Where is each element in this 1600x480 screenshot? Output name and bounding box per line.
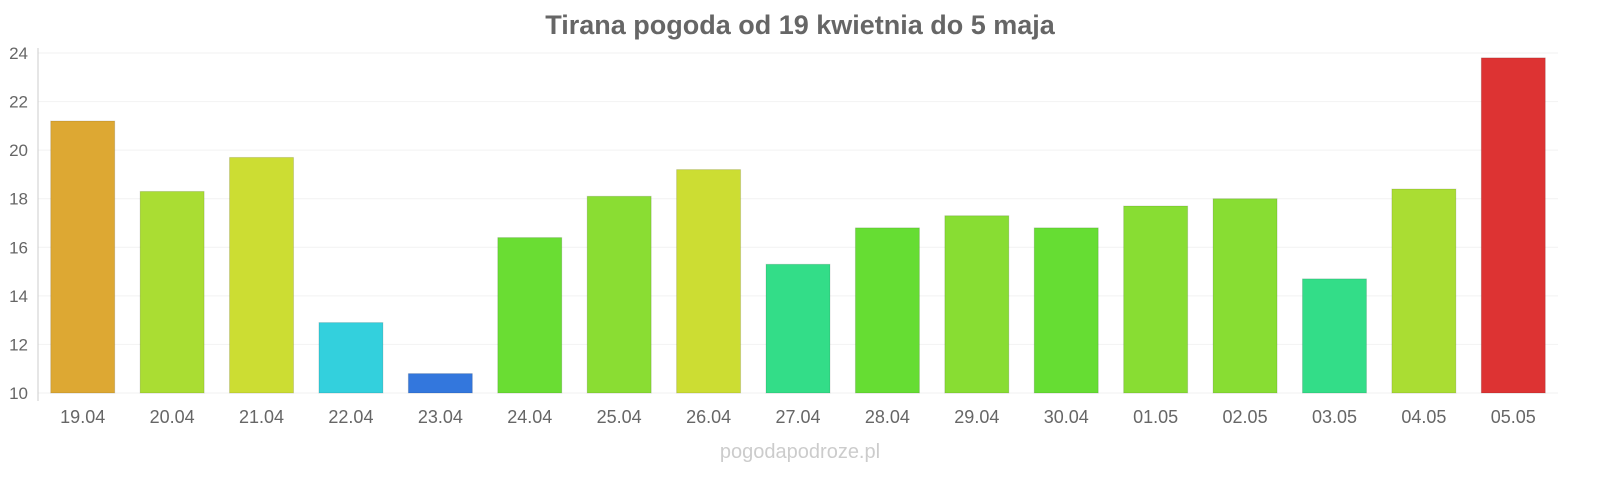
x-tick-label: 28.04: [865, 407, 910, 427]
x-tick-label: 23.04: [418, 407, 463, 427]
bar-20.04: [139, 190, 205, 394]
x-tick-label: 04.05: [1401, 407, 1446, 427]
x-tick-label: 03.05: [1312, 407, 1357, 427]
bar-23.04: [407, 373, 473, 394]
bar-27.04: [765, 263, 831, 394]
bar-21.04: [229, 156, 295, 394]
x-tick-label: 05.05: [1491, 407, 1536, 427]
y-tick-label: 12: [9, 335, 28, 354]
chart-title: Tirana pogoda od 19 kwietnia do 5 maja: [545, 10, 1055, 40]
y-tick-label: 16: [9, 238, 28, 257]
bar-19.04: [50, 120, 116, 394]
x-tick-label: 30.04: [1044, 407, 1089, 427]
bar-04.05: [1391, 188, 1457, 394]
y-tick-label: 18: [9, 190, 28, 209]
y-tick-label: 20: [9, 141, 28, 160]
bar-05.05: [1480, 57, 1546, 394]
x-tick-label: 02.05: [1223, 407, 1268, 427]
bar-28.04: [854, 227, 920, 394]
bar-25.04: [586, 195, 652, 394]
bar-01.05: [1123, 205, 1189, 394]
x-tick-label: 26.04: [686, 407, 731, 427]
y-tick-label: 10: [9, 384, 28, 403]
bar-02.05: [1212, 198, 1278, 394]
bar-03.05: [1301, 278, 1367, 394]
bar-26.04: [676, 169, 742, 394]
x-tick-label: 25.04: [597, 407, 642, 427]
x-tick-label: 27.04: [775, 407, 820, 427]
x-tick-label: 21.04: [239, 407, 284, 427]
bar-29.04: [944, 215, 1010, 394]
bar-30.04: [1033, 227, 1099, 394]
x-tick-label: 01.05: [1133, 407, 1178, 427]
y-tick-label: 14: [9, 287, 28, 306]
x-tick-label: 22.04: [328, 407, 373, 427]
watermark: pogodapodroze.pl: [719, 441, 881, 463]
bar-22.04: [318, 322, 384, 394]
y-tick-label: 22: [9, 93, 28, 112]
y-tick-label: 24: [9, 44, 28, 63]
x-tick-label: 29.04: [954, 407, 999, 427]
x-tick-label: 20.04: [150, 407, 195, 427]
bar-24.04: [497, 237, 563, 394]
x-tick-label: 24.04: [507, 407, 552, 427]
x-tick-label: 19.04: [60, 407, 105, 427]
